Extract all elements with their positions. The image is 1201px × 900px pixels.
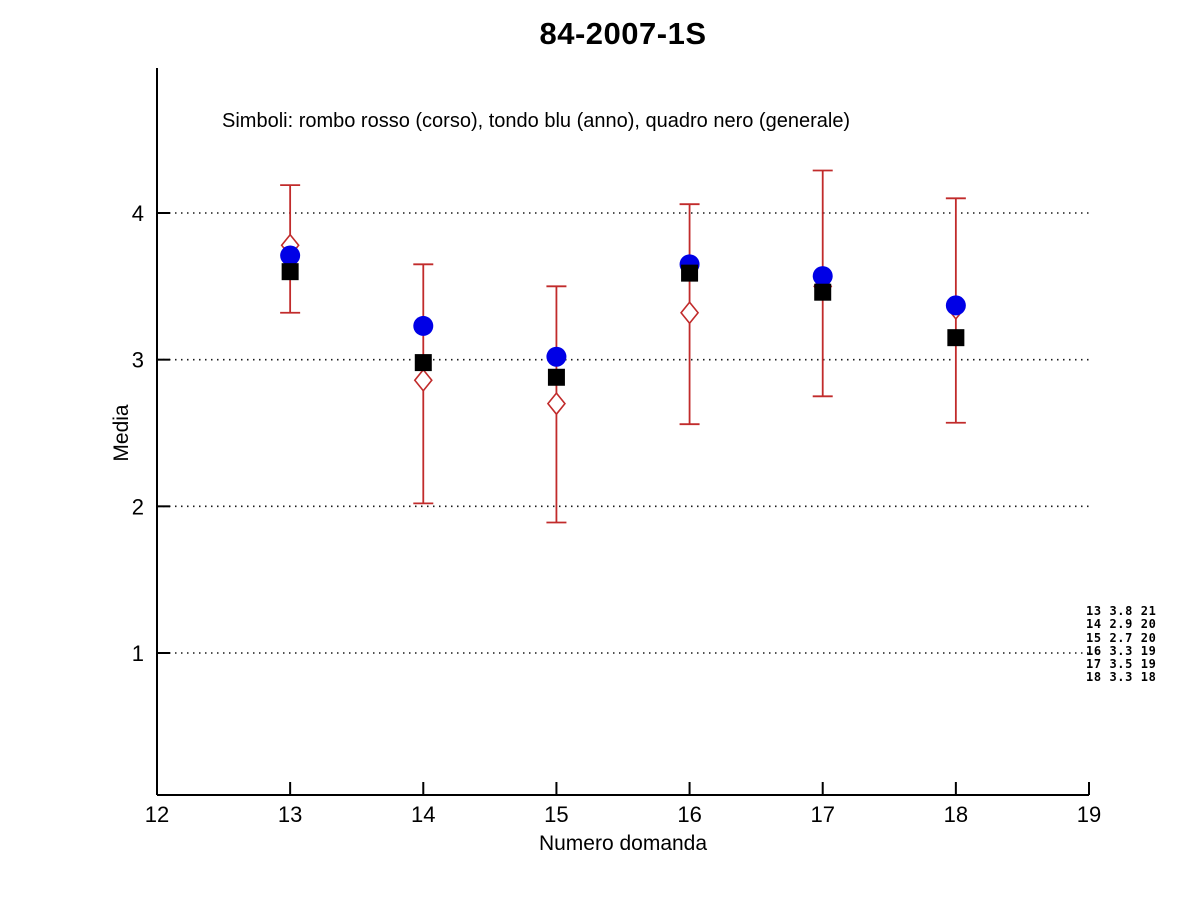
circle-marker-anno (280, 245, 301, 266)
square-marker-generale (814, 283, 832, 301)
y-tick-label: 2 (132, 494, 144, 519)
square-marker-generale (414, 354, 432, 372)
square-marker-generale (947, 329, 965, 347)
circle-marker-anno (413, 315, 434, 336)
y-tick-label: 4 (132, 201, 144, 226)
x-axis-label: Numero domanda (538, 832, 708, 855)
x-tick-label: 12 (145, 802, 169, 827)
data-table-line: 15 2.7 20 (1086, 630, 1157, 645)
data-table-line: 17 3.5 19 (1086, 657, 1157, 672)
symbols-legend-text: Simboli: rombo rosso (corso), tondo blu … (222, 110, 851, 132)
x-tick-label: 15 (544, 802, 568, 827)
x-tick-label: 14 (411, 802, 435, 827)
y-tick-label: 3 (132, 348, 144, 373)
data-table-line: 14 2.9 20 (1086, 617, 1157, 632)
x-tick-label: 16 (677, 802, 701, 827)
data-table-line: 16 3.3 19 (1086, 643, 1157, 658)
circle-marker-anno (546, 346, 567, 367)
x-tick-label: 17 (810, 802, 834, 827)
x-tick-label: 13 (278, 802, 302, 827)
circle-marker-anno (812, 266, 833, 287)
square-marker-generale (281, 263, 299, 281)
square-marker-generale (681, 264, 699, 282)
diamond-marker-corso (546, 391, 566, 416)
diamond-marker-corso (680, 300, 700, 325)
square-marker-generale (547, 368, 565, 386)
circle-marker-anno (945, 295, 966, 316)
data-table-annotation: 13 3.8 21 14 2.9 20 15 2.7 20 16 3.3 19 17 3… (1086, 604, 1157, 685)
y-tick-label: 1 (132, 641, 144, 666)
chart-title: 84-2007-1S (539, 16, 707, 51)
x-tick-label: 19 (1077, 802, 1101, 827)
data-table-line: 18 3.3 18 (1086, 670, 1157, 685)
diamond-marker-corso (413, 368, 433, 392)
data-table-line: 13 3.8 21 (1086, 604, 1157, 618)
y-axis-label: Media (110, 404, 133, 462)
x-tick-label: 18 (944, 802, 968, 827)
